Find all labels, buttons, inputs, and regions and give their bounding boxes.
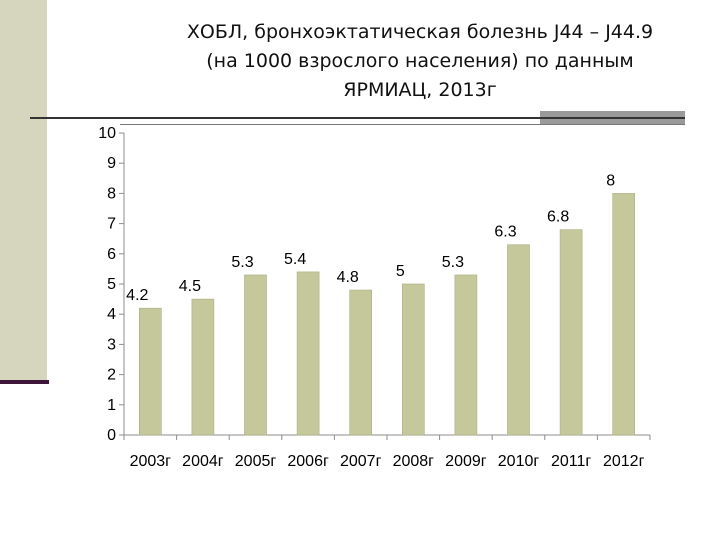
title-rule-secondary [120,124,685,125]
slide-title: ХОБЛ, бронхоэктатическая болезнь J44 – J… [160,18,680,105]
data-label: 8 [606,172,615,189]
bar-2007г [349,289,373,436]
y-axis-ticks: 0 1 2 3 4 5 6 7 8 9 10 [98,125,124,444]
chart-bars [139,193,636,436]
y-tick-label: 8 [107,185,116,202]
x-category-label: 2008г [393,453,435,470]
y-tick-label: 0 [107,427,116,444]
x-category-label: 2009г [445,453,487,470]
y-tick-label: 9 [107,155,116,172]
x-category-label: 2007г [340,453,382,470]
y-tick-label: 3 [107,336,116,353]
bar-2011г [559,229,583,436]
bar-2010г [507,244,530,436]
bar-2008г [401,283,425,436]
bar-2003г [139,307,162,436]
data-label: 4.2 [126,287,148,304]
slide-title-line-2: (на 1000 взрослого населения) по данным [206,50,634,72]
y-tick-label: 10 [98,125,116,142]
x-category-label: 2003г [130,453,172,470]
x-category-label: 2011г [551,453,591,470]
bar-2012г [612,193,636,436]
data-label: 5.3 [231,254,253,271]
title-rule [30,117,685,119]
data-label: 5.4 [284,251,306,268]
bar-2004г [191,298,215,436]
y-tick-label: 4 [107,306,116,323]
data-label: 4.8 [337,269,359,286]
y-tick-label: 1 [107,397,116,414]
x-category-label: 2006г [287,453,329,470]
x-category-label: 2010г [498,453,540,470]
data-label: 6.3 [494,224,516,241]
bar-2009г [454,274,478,436]
x-category-label: 2012г [603,453,645,470]
side-panel-accent-line [0,380,49,384]
data-label: 6.8 [547,209,569,226]
y-tick-label: 2 [107,367,116,384]
data-label: 4.5 [179,278,201,295]
y-tick-label: 7 [107,216,116,233]
x-category-label: 2004г [182,453,224,470]
data-label: 5 [396,263,405,280]
bar-2006г [296,271,320,436]
slide-title-line-1: ХОБЛ, бронхоэктатическая болезнь J44 – J… [186,21,654,43]
x-category-label: 2005г [235,453,277,470]
y-tick-label: 5 [107,276,116,293]
bar-2005г [244,274,267,436]
data-labels: 4.2 4.5 5.3 5.4 4.8 5 5.3 6.3 6.8 8 [126,172,615,304]
x-axis-labels: 2003г 2004г 2005г 2006г 2007г 2008г 2009г 2010г… [130,453,645,470]
slide-title-line-3: ЯРМИАЦ, 2013г [343,79,497,101]
side-panel-decoration [0,0,47,382]
y-tick-label: 6 [107,246,116,263]
data-label: 5.3 [442,254,464,271]
